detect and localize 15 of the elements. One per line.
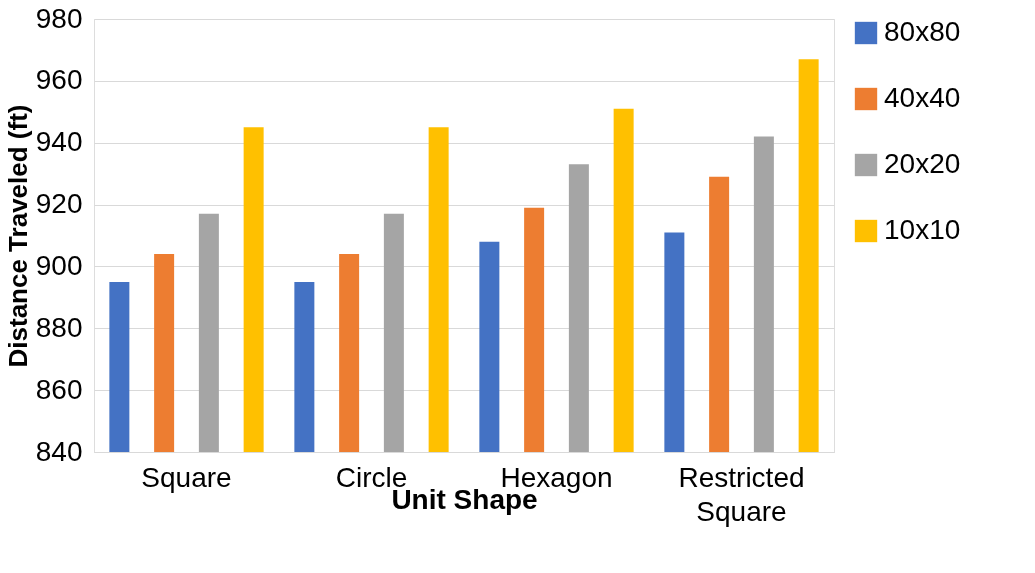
y-tick-label: 960 [35,64,83,96]
legend-label: 80x80 [884,16,961,47]
y-tick-label: 880 [35,311,83,343]
y-tick-label: 920 [35,188,83,220]
y-tick-label: 900 [35,249,83,281]
x-tick-label: Square [141,461,232,493]
y-tick-label: 980 [35,2,83,34]
y-tick-label: 860 [35,373,83,405]
legend-label: 20x20 [884,148,961,179]
y-axis-title: Distance Traveled (ft) [2,104,33,368]
y-tick-label: 940 [35,126,83,158]
legend-label: 40x40 [884,82,961,113]
y-tick-label: 840 [35,435,83,467]
legend-label: 10x10 [884,214,961,245]
x-tick-label: Restricted Square [678,461,805,527]
